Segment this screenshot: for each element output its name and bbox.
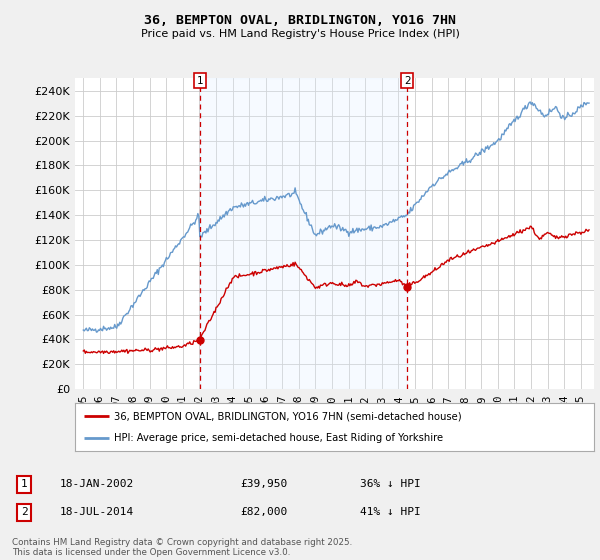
- Text: HPI: Average price, semi-detached house, East Riding of Yorkshire: HPI: Average price, semi-detached house,…: [114, 433, 443, 443]
- Text: 1: 1: [20, 479, 28, 489]
- Text: 36, BEMPTON OVAL, BRIDLINGTON, YO16 7HN (semi-detached house): 36, BEMPTON OVAL, BRIDLINGTON, YO16 7HN …: [114, 411, 461, 421]
- Text: 41% ↓ HPI: 41% ↓ HPI: [360, 507, 421, 517]
- Text: 2: 2: [404, 76, 410, 86]
- Text: £39,950: £39,950: [240, 479, 287, 489]
- Text: 36% ↓ HPI: 36% ↓ HPI: [360, 479, 421, 489]
- Text: Price paid vs. HM Land Registry's House Price Index (HPI): Price paid vs. HM Land Registry's House …: [140, 29, 460, 39]
- Text: 2: 2: [20, 507, 28, 517]
- Text: Contains HM Land Registry data © Crown copyright and database right 2025.
This d: Contains HM Land Registry data © Crown c…: [12, 538, 352, 557]
- Text: 1: 1: [197, 76, 203, 86]
- Text: £82,000: £82,000: [240, 507, 287, 517]
- Text: 36, BEMPTON OVAL, BRIDLINGTON, YO16 7HN: 36, BEMPTON OVAL, BRIDLINGTON, YO16 7HN: [144, 14, 456, 27]
- Bar: [200, 78, 407, 389]
- Text: 18-JUL-2014: 18-JUL-2014: [60, 507, 134, 517]
- Text: 18-JAN-2002: 18-JAN-2002: [60, 479, 134, 489]
